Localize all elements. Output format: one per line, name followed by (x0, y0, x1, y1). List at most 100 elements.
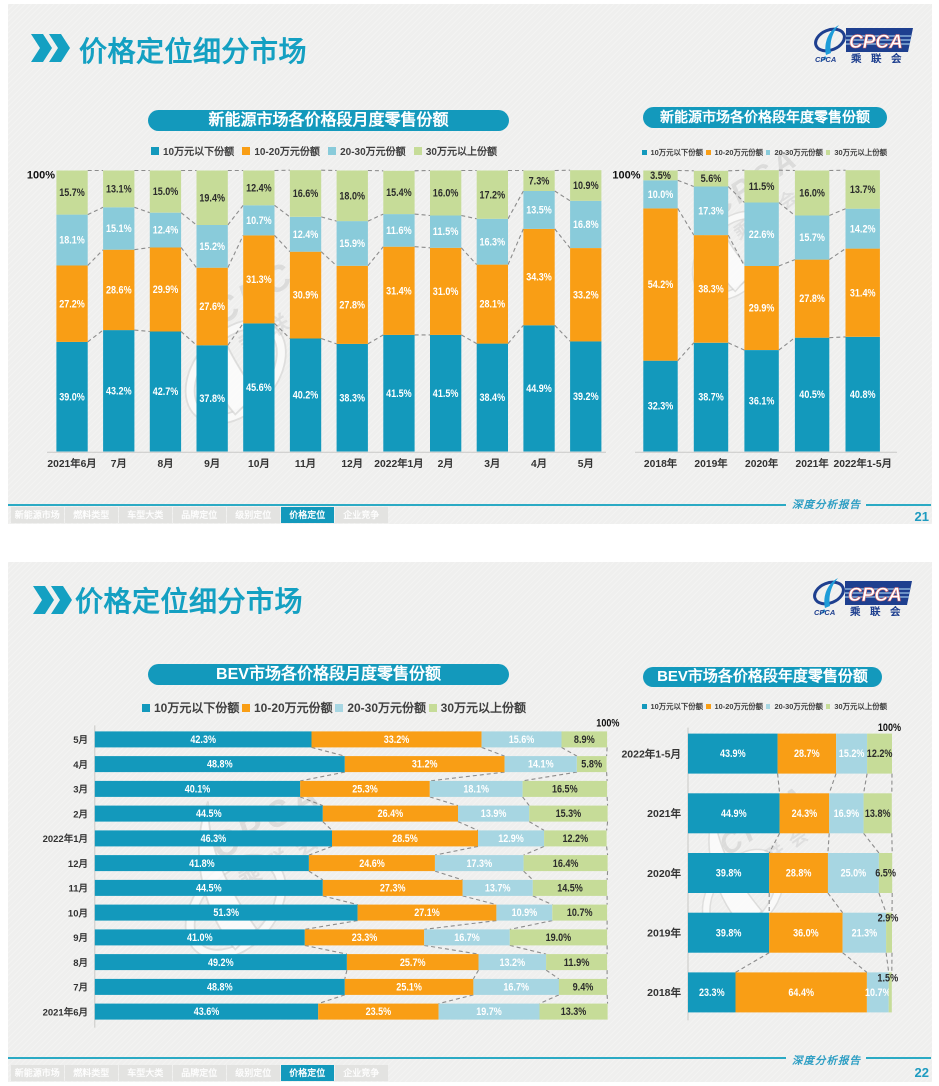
svg-text:15.4%: 15.4% (386, 187, 412, 199)
svg-text:CPCA: CPCA (814, 608, 835, 616)
svg-text:2020年: 2020年 (647, 867, 681, 880)
svg-text:39.8%: 39.8% (716, 927, 742, 939)
svg-text:17.3%: 17.3% (467, 858, 493, 870)
svg-text:43.6%: 43.6% (194, 1006, 220, 1018)
svg-text:36.1%: 36.1% (749, 395, 775, 407)
svg-text:11.6%: 11.6% (386, 225, 412, 237)
svg-text:1.5%: 1.5% (877, 972, 898, 984)
svg-text:14.1%: 14.1% (528, 759, 554, 771)
svg-text:7月: 7月 (73, 983, 88, 994)
svg-text:14.5%: 14.5% (557, 883, 583, 895)
svg-text:10月: 10月 (248, 458, 270, 470)
svg-text:40.5%: 40.5% (799, 389, 825, 401)
svg-text:48.8%: 48.8% (207, 982, 233, 994)
svg-text:40.1%: 40.1% (185, 784, 211, 796)
svg-text:2022年1月: 2022年1月 (374, 457, 423, 470)
svg-text:11.5%: 11.5% (433, 226, 459, 238)
svg-text:36.0%: 36.0% (793, 927, 819, 939)
svg-text:10.7%: 10.7% (567, 907, 593, 919)
svg-text:13.3%: 13.3% (561, 1006, 587, 1018)
svg-text:18.0%: 18.0% (339, 190, 365, 202)
svg-text:17.2%: 17.2% (480, 189, 506, 201)
svg-text:27.8%: 27.8% (799, 293, 825, 305)
svg-text:25.3%: 25.3% (352, 784, 378, 796)
svg-text:31.4%: 31.4% (850, 287, 876, 299)
svg-text:27.2%: 27.2% (59, 298, 85, 310)
svg-text:31.0%: 31.0% (433, 286, 459, 298)
svg-text:41.8%: 41.8% (189, 858, 215, 870)
svg-text:7月: 7月 (111, 458, 127, 470)
svg-text:15.2%: 15.2% (839, 748, 865, 760)
svg-text:13.2%: 13.2% (500, 957, 526, 969)
svg-text:13.1%: 13.1% (106, 184, 132, 196)
svg-text:44.9%: 44.9% (721, 808, 747, 820)
svg-text:2021年6月: 2021年6月 (47, 457, 96, 470)
svg-text:28.7%: 28.7% (794, 748, 820, 760)
svg-text:44.9%: 44.9% (526, 383, 552, 395)
svg-text:33.2%: 33.2% (573, 289, 599, 301)
svg-text:12.9%: 12.9% (498, 833, 524, 845)
svg-text:12.4%: 12.4% (293, 229, 319, 241)
svg-text:4月: 4月 (531, 458, 547, 470)
svg-text:2022年1-5月: 2022年1-5月 (834, 457, 892, 470)
svg-text:13.7%: 13.7% (485, 883, 511, 895)
svg-text:16.0%: 16.0% (433, 188, 459, 200)
svg-text:11月: 11月 (295, 458, 316, 470)
svg-text:18.1%: 18.1% (463, 784, 489, 796)
svg-text:17.3%: 17.3% (698, 205, 724, 217)
svg-text:12月: 12月 (341, 458, 363, 470)
svg-text:2018年: 2018年 (647, 986, 681, 999)
svg-text:34.3%: 34.3% (526, 272, 552, 284)
svg-text:5.6%: 5.6% (701, 173, 722, 185)
svg-text:29.9%: 29.9% (749, 303, 775, 315)
svg-text:23.5%: 23.5% (366, 1006, 392, 1018)
svg-text:4月: 4月 (73, 760, 88, 771)
svg-text:28.8%: 28.8% (786, 868, 812, 880)
svg-text:41.0%: 41.0% (187, 932, 213, 944)
svg-text:16.4%: 16.4% (553, 858, 579, 870)
svg-text:13.7%: 13.7% (850, 184, 876, 196)
svg-text:2022年1-5月: 2022年1-5月 (621, 747, 681, 760)
svg-text:16.8%: 16.8% (573, 219, 599, 231)
svg-text:乘联会: 乘联会 (849, 605, 910, 616)
svg-text:100%: 100% (27, 169, 55, 181)
svg-text:45.6%: 45.6% (246, 382, 272, 394)
svg-text:27.1%: 27.1% (414, 907, 440, 919)
svg-text:16.6%: 16.6% (293, 188, 319, 200)
svg-text:28.6%: 28.6% (106, 285, 132, 297)
svg-text:16.5%: 16.5% (552, 784, 578, 796)
svg-text:41.5%: 41.5% (433, 388, 459, 400)
svg-text:64.4%: 64.4% (788, 987, 814, 999)
svg-text:31.4%: 31.4% (386, 285, 412, 297)
svg-text:43.2%: 43.2% (106, 385, 132, 397)
svg-text:44.5%: 44.5% (196, 883, 222, 895)
svg-text:5月: 5月 (578, 458, 594, 470)
svg-text:10.0%: 10.0% (648, 189, 674, 201)
svg-text:13.5%: 13.5% (526, 205, 552, 217)
svg-text:40.2%: 40.2% (293, 390, 319, 402)
svg-text:37.8%: 37.8% (199, 393, 225, 405)
svg-text:43.9%: 43.9% (720, 748, 746, 760)
svg-text:38.4%: 38.4% (480, 392, 506, 404)
svg-text:3.5%: 3.5% (650, 170, 671, 182)
svg-text:38.3%: 38.3% (339, 392, 365, 404)
svg-text:27.3%: 27.3% (380, 883, 406, 895)
svg-text:16.9%: 16.9% (834, 808, 860, 820)
svg-text:25.0%: 25.0% (841, 868, 867, 880)
svg-text:9月: 9月 (204, 458, 220, 470)
svg-text:25.7%: 25.7% (400, 957, 426, 969)
svg-text:12.4%: 12.4% (246, 183, 272, 195)
svg-text:23.3%: 23.3% (699, 987, 725, 999)
svg-text:22.6%: 22.6% (749, 229, 775, 241)
svg-text:15.7%: 15.7% (799, 232, 825, 244)
svg-text:2月: 2月 (73, 809, 88, 820)
svg-text:27.6%: 27.6% (199, 301, 225, 313)
svg-text:10.7%: 10.7% (865, 987, 891, 999)
svg-text:2021年6月: 2021年6月 (43, 1006, 88, 1018)
svg-text:46.3%: 46.3% (201, 833, 227, 845)
svg-text:3月: 3月 (484, 458, 500, 470)
svg-text:乘联会: 乘联会 (850, 52, 911, 63)
svg-text:8.9%: 8.9% (574, 734, 595, 746)
svg-text:38.3%: 38.3% (698, 284, 724, 296)
svg-text:31.2%: 31.2% (412, 759, 438, 771)
